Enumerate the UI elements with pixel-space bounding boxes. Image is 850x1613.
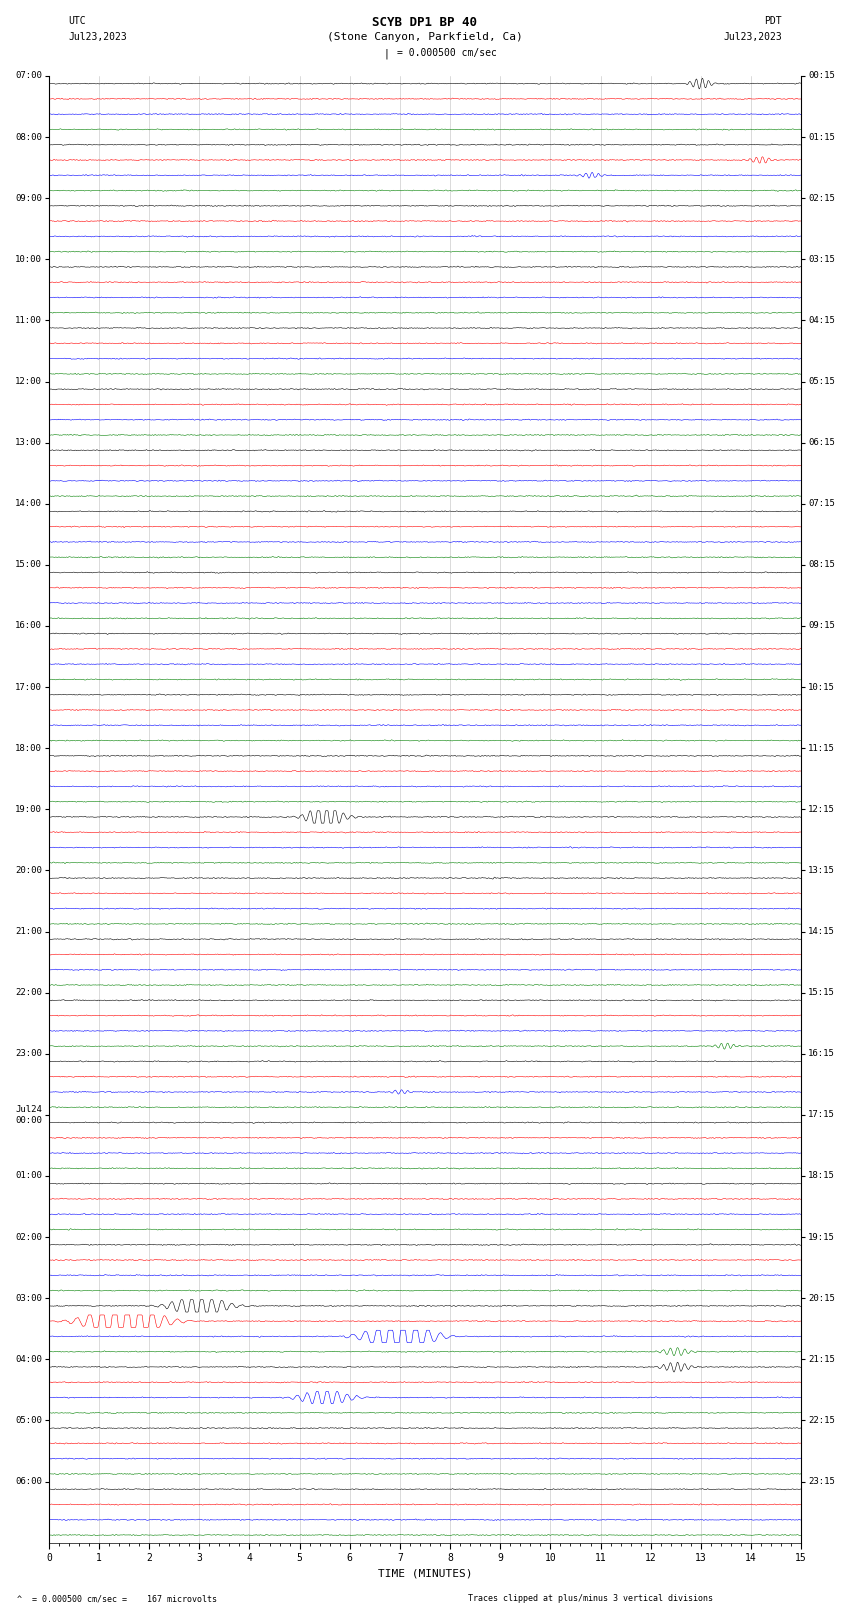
Text: = 0.000500 cm/sec: = 0.000500 cm/sec [397, 48, 496, 58]
Text: (Stone Canyon, Parkfield, Ca): (Stone Canyon, Parkfield, Ca) [327, 32, 523, 42]
Text: UTC: UTC [68, 16, 86, 26]
X-axis label: TIME (MINUTES): TIME (MINUTES) [377, 1569, 473, 1579]
Text: Jul23,2023: Jul23,2023 [68, 32, 127, 42]
Text: ^  = 0.000500 cm/sec =    167 microvolts: ^ = 0.000500 cm/sec = 167 microvolts [17, 1594, 217, 1603]
Text: Jul23,2023: Jul23,2023 [723, 32, 782, 42]
Text: PDT: PDT [764, 16, 782, 26]
Text: |: | [384, 48, 389, 60]
Text: Traces clipped at plus/minus 3 vertical divisions: Traces clipped at plus/minus 3 vertical … [468, 1594, 712, 1603]
Text: SCYB DP1 BP 40: SCYB DP1 BP 40 [372, 16, 478, 29]
